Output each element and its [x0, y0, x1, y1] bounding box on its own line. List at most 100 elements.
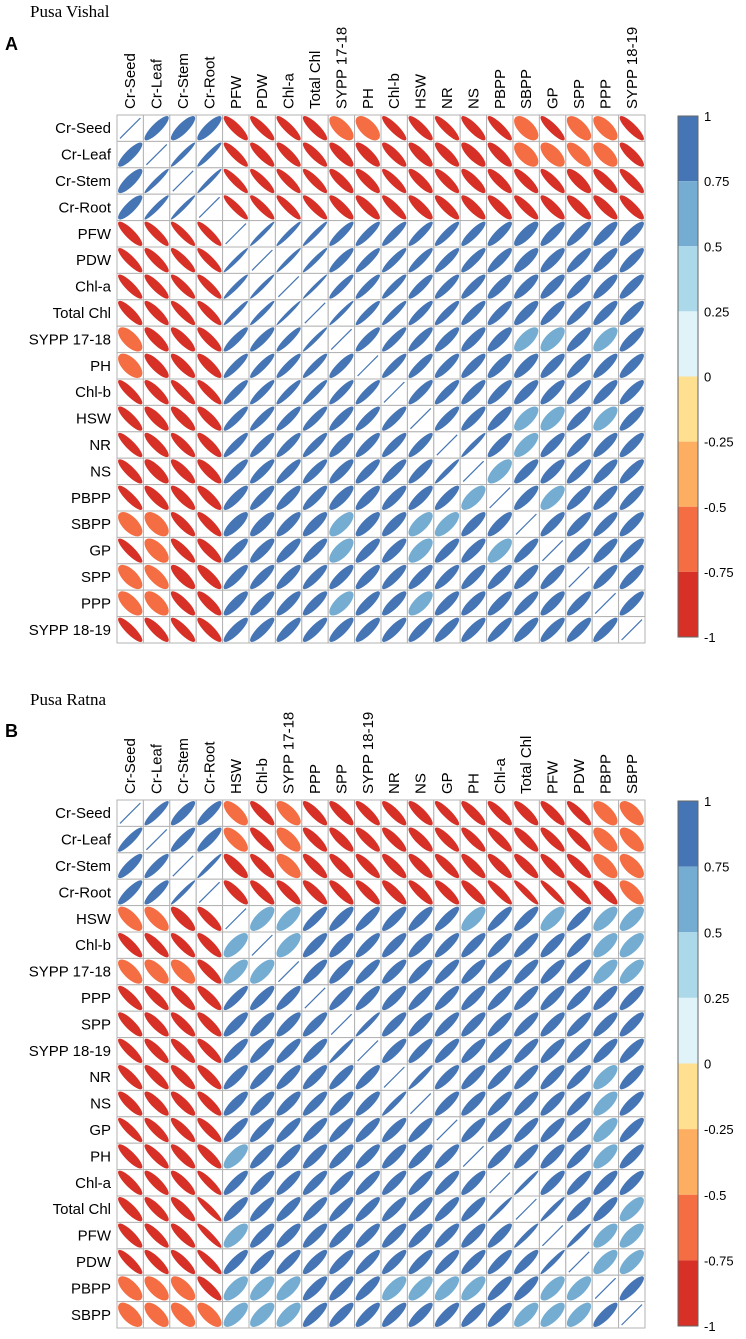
correlation-ellipse — [382, 617, 407, 642]
correlation-ellipse — [250, 327, 275, 352]
correlation-ellipse — [302, 1091, 328, 1116]
correlation-ellipse — [302, 406, 328, 431]
column-label: HSW — [413, 73, 430, 109]
correlation-ellipse — [223, 1117, 248, 1143]
diagonal-mark — [409, 1092, 432, 1115]
correlation-ellipse — [487, 564, 512, 590]
correlation-ellipse — [118, 168, 143, 194]
row-label: PH — [90, 1148, 111, 1165]
correlation-ellipse — [593, 1091, 618, 1116]
correlation-ellipse — [514, 1223, 539, 1248]
legend-tick: 0 — [704, 1057, 711, 1072]
correlation-ellipse — [223, 274, 248, 299]
correlation-ellipse — [593, 221, 618, 246]
diagonal-mark — [621, 619, 643, 641]
correlation-ellipse — [461, 406, 486, 431]
correlation-ellipse — [593, 274, 618, 299]
correlation-ellipse — [355, 1065, 380, 1090]
correlation-ellipse — [487, 1117, 512, 1143]
correlation-ellipse — [408, 1302, 433, 1327]
correlation-ellipse — [461, 116, 486, 141]
chart-title: Pusa Ratna — [30, 690, 106, 709]
correlation-ellipse — [276, 327, 301, 352]
correlation-ellipse — [434, 327, 460, 352]
correlation-ellipse — [434, 853, 460, 879]
correlation-ellipse — [329, 1065, 354, 1090]
diagonal-mark — [277, 960, 300, 983]
correlation-ellipse — [566, 880, 592, 905]
correlation-ellipse — [461, 353, 486, 378]
correlation-ellipse — [223, 116, 248, 141]
correlation-ellipse — [302, 1170, 328, 1195]
correlation-ellipse — [540, 380, 565, 405]
correlation-ellipse — [514, 1091, 539, 1116]
column-label: PH — [465, 773, 482, 794]
diagonal-mark — [225, 223, 247, 245]
correlation-ellipse — [434, 406, 460, 431]
correlation-ellipse — [250, 274, 275, 299]
correlation-ellipse — [461, 142, 486, 167]
correlation-ellipse — [514, 1144, 539, 1169]
correlation-ellipse — [619, 591, 644, 616]
correlation-ellipse — [487, 221, 512, 246]
correlation-ellipse — [276, 195, 301, 220]
correlation-ellipse — [619, 906, 644, 931]
correlation-ellipse — [170, 617, 196, 642]
legend-tick: 0.5 — [704, 925, 722, 940]
correlation-ellipse — [593, 985, 618, 1011]
correlation-ellipse — [540, 1197, 565, 1222]
column-label: Cr-Root — [201, 741, 218, 794]
panel-letter: B — [5, 721, 18, 741]
correlation-ellipse — [593, 116, 618, 141]
row-label: SPP — [81, 569, 111, 586]
correlation-ellipse — [434, 116, 460, 141]
correlation-ellipse — [514, 617, 539, 642]
correlation-ellipse — [540, 985, 565, 1011]
correlation-ellipse — [302, 327, 328, 352]
correlation-ellipse — [382, 1117, 407, 1143]
correlation-ellipse — [408, 248, 433, 273]
correlation-ellipse — [302, 538, 328, 563]
correlation-ellipse — [276, 1249, 301, 1275]
correlation-ellipse — [408, 327, 433, 352]
correlation-ellipse — [434, 485, 460, 510]
correlation-ellipse — [408, 195, 433, 220]
correlation-ellipse — [197, 591, 222, 616]
row-label: PBPP — [71, 490, 111, 507]
correlation-ellipse — [329, 880, 354, 905]
correlation-ellipse — [382, 221, 407, 246]
legend-tick: 1 — [704, 794, 711, 809]
correlation-ellipse — [276, 221, 301, 246]
correlation-ellipse — [170, 827, 196, 852]
correlation-ellipse — [144, 221, 169, 246]
correlation-ellipse — [566, 1302, 592, 1327]
correlation-ellipse — [434, 933, 460, 958]
correlation-ellipse — [355, 300, 380, 326]
correlation-ellipse — [540, 432, 565, 458]
correlation-ellipse — [514, 248, 539, 273]
correlation-ellipse — [302, 1117, 328, 1143]
correlation-ellipse — [302, 1249, 328, 1275]
correlation-ellipse — [514, 853, 539, 879]
column-label: Cr-Seed — [122, 738, 139, 794]
correlation-ellipse — [144, 485, 169, 510]
correlation-ellipse — [593, 248, 618, 273]
correlation-ellipse — [250, 801, 275, 826]
correlation-ellipse — [355, 142, 380, 167]
legend-frame — [677, 800, 699, 1327]
correlation-ellipse — [487, 1223, 512, 1248]
correlation-ellipse — [540, 1038, 565, 1063]
correlation-ellipse — [355, 221, 380, 246]
correlation-ellipse — [302, 1012, 328, 1037]
correlation-ellipse — [487, 853, 512, 879]
correlation-ellipse — [276, 1197, 301, 1222]
correlation-ellipse — [566, 617, 592, 642]
correlation-ellipse — [408, 353, 433, 378]
correlation-ellipse — [540, 591, 565, 616]
correlation-ellipse — [461, 195, 486, 220]
correlation-ellipse — [382, 406, 407, 431]
correlation-ellipse — [197, 959, 222, 984]
correlation-ellipse — [461, 1065, 486, 1090]
legend-swatch — [678, 801, 698, 867]
correlation-ellipse — [276, 432, 301, 458]
